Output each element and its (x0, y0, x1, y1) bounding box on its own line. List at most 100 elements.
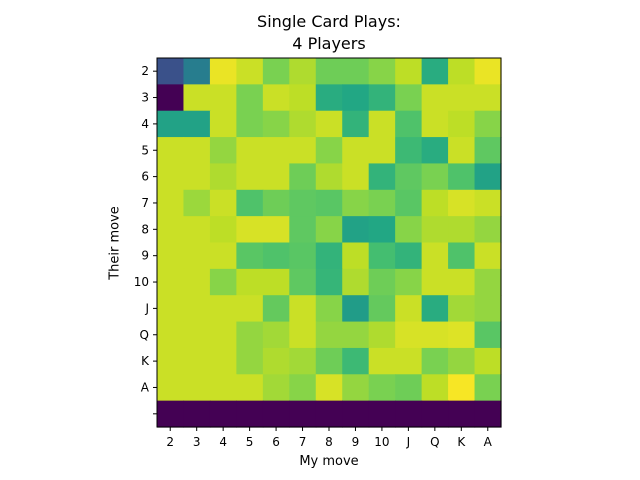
heatmap-cell (315, 295, 343, 323)
heatmap-cell (236, 295, 264, 323)
heatmap-cell (421, 347, 449, 375)
heatmap-cell (183, 137, 211, 165)
heatmap-cell (342, 242, 370, 270)
y-tick-label: Q (140, 328, 149, 342)
heatmap-cell (342, 110, 370, 138)
heatmap-cell (474, 189, 502, 217)
heatmap-cell (368, 374, 396, 402)
heatmap-cell (342, 347, 370, 375)
heatmap-cell (236, 110, 264, 138)
heatmap-cell (474, 84, 502, 112)
heatmap-cell (157, 163, 185, 191)
x-tick-label: A (484, 435, 493, 449)
heatmap-cell (448, 242, 476, 270)
heatmap-cell (289, 216, 317, 244)
heatmap-cells (157, 58, 502, 428)
heatmap-cell (342, 189, 370, 217)
heatmap-cell (209, 137, 237, 165)
y-tick-label: 3 (141, 91, 149, 105)
x-tick-label: J (406, 435, 411, 449)
heatmap-cell (289, 137, 317, 165)
x-tick-label: Q (430, 435, 439, 449)
heatmap-cell (209, 400, 237, 428)
heatmap-cell (183, 189, 211, 217)
heatmap-cell (289, 110, 317, 138)
heatmap-cell (236, 163, 264, 191)
heatmap-cell (421, 137, 449, 165)
x-tick-label: 4 (219, 435, 227, 449)
heatmap-cell (474, 400, 502, 428)
heatmap-cell (395, 295, 423, 323)
heatmap-cell (315, 400, 343, 428)
heatmap-cell (209, 163, 237, 191)
heatmap-cell (448, 163, 476, 191)
heatmap-cell (209, 216, 237, 244)
heatmap-cell (262, 268, 290, 296)
heatmap-cell (209, 295, 237, 323)
heatmap-cell (289, 84, 317, 112)
heatmap-cell (448, 295, 476, 323)
heatmap-cell (395, 58, 423, 85)
heatmap-cell (448, 84, 476, 112)
heatmap-cell (289, 295, 317, 323)
heatmap-cell (474, 295, 502, 323)
y-tick-label: 2 (141, 64, 149, 78)
heatmap-cell (421, 216, 449, 244)
x-axis-label: My move (299, 454, 359, 469)
heatmap-cell (262, 137, 290, 165)
heatmap-cell (448, 374, 476, 402)
x-tick-label: 10 (374, 435, 389, 449)
heatmap-cell (421, 163, 449, 191)
heatmap-cell (474, 268, 502, 296)
heatmap-cell (157, 242, 185, 270)
heatmap-cell (474, 242, 502, 270)
chart-title-line-1: Single Card Plays: (257, 12, 401, 31)
y-tick-label: 7 (141, 196, 149, 210)
heatmap-cell (368, 347, 396, 375)
heatmap-cell (342, 321, 370, 349)
heatmap-cell (342, 137, 370, 165)
chart-title-line-2: 4 Players (292, 34, 366, 53)
heatmap-cell (395, 347, 423, 375)
y-axis-label: Their move (107, 206, 123, 280)
heatmap-cell (395, 268, 423, 296)
heatmap-cell (183, 163, 211, 191)
heatmap-cell (262, 400, 290, 428)
heatmap-cell (289, 189, 317, 217)
heatmap-cell (157, 137, 185, 165)
heatmap-cell (236, 137, 264, 165)
heatmap-cell (157, 347, 185, 375)
x-tick-label: 2 (166, 435, 174, 449)
heatmap-cell (183, 268, 211, 296)
heatmap-cell (368, 268, 396, 296)
heatmap-cell (289, 163, 317, 191)
heatmap-cell (448, 137, 476, 165)
heatmap-cell (236, 374, 264, 402)
heatmap-cell (183, 400, 211, 428)
heatmap-cell (236, 58, 264, 85)
y-tick-label: 4 (141, 117, 149, 131)
heatmap-cell (368, 137, 396, 165)
heatmap-cell (395, 321, 423, 349)
heatmap-cell (368, 110, 396, 138)
heatmap-cell (448, 58, 476, 85)
heatmap-cell (474, 347, 502, 375)
heatmap-cell (448, 321, 476, 349)
heatmap-cell (183, 347, 211, 375)
heatmap-cell (315, 189, 343, 217)
heatmap-cell (421, 84, 449, 112)
heatmap-cell (342, 295, 370, 323)
y-tick-label: 5 (141, 143, 149, 157)
y-tick-label: 6 (141, 170, 149, 184)
heatmap-cell (157, 400, 185, 428)
y-tick-label: J (144, 301, 149, 315)
heatmap-cell (368, 400, 396, 428)
heatmap-cell (157, 374, 185, 402)
heatmap-cell (183, 216, 211, 244)
heatmap-cell (342, 163, 370, 191)
heatmap-cell (183, 110, 211, 138)
heatmap-cell (395, 110, 423, 138)
heatmap-cell (421, 58, 449, 85)
